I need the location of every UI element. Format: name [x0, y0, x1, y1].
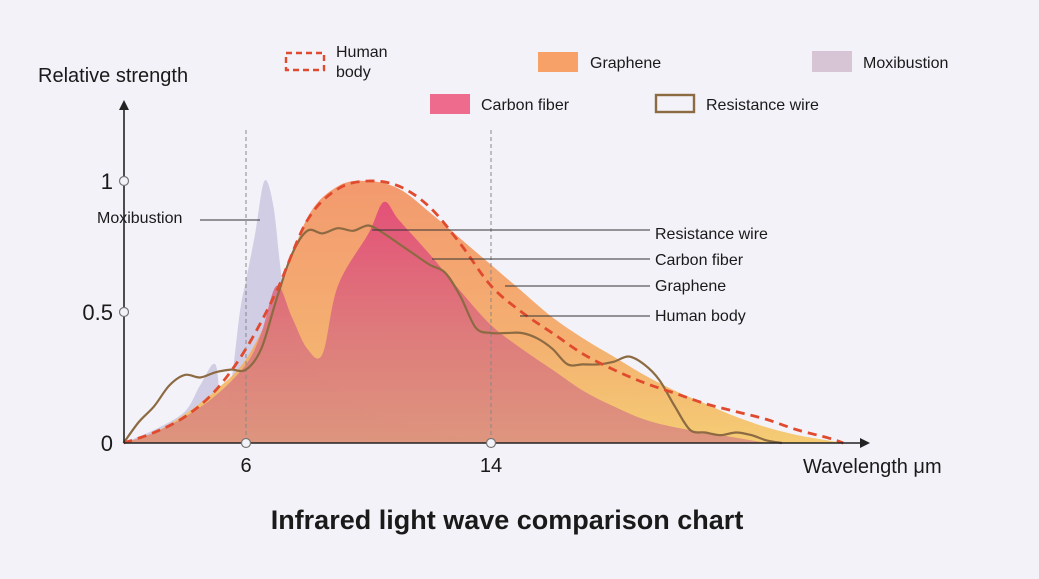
legend-resistance-wire-label: Resistance wire [706, 97, 819, 114]
series-human-body-line [123, 179, 844, 445]
chart-title: Infrared light wave comparison chart [271, 505, 744, 535]
legend-graphene-swatch [538, 52, 578, 72]
x-axis-arrow-icon [860, 438, 870, 448]
y-tick-label: 1 [101, 169, 113, 194]
x-tick-label: 6 [240, 455, 251, 477]
y-axis-arrow-icon [119, 100, 129, 110]
y-ticks: 00.51 [82, 169, 130, 456]
legend-carbon-fiber-label: Carbon fiber [481, 97, 570, 114]
annot-resistance-wire-label: Resistance wire [655, 226, 768, 243]
legend-moxibustion-swatch [812, 51, 852, 72]
legend-carbon-fiber-swatch [430, 94, 470, 114]
legend-moxibustion-label: Moxibustion [863, 55, 948, 72]
series-carbon-fiber-area [123, 201, 767, 443]
series-resistance-wire-line [122, 224, 783, 445]
legend: Human body Graphene Moxibustion Carbon f… [284, 44, 948, 114]
x-tick-marker [240, 437, 252, 449]
x-ticks: 6 14 [240, 437, 502, 477]
legend-human-body-label: Human body [336, 44, 392, 81]
annot-moxibustion-label: Moxibustion [97, 210, 182, 227]
y-tick-marker [118, 175, 130, 187]
annot-human-body-label: Human body [655, 308, 746, 325]
legend-human-body-swatch [284, 51, 326, 72]
legend-resistance-wire-swatch [654, 93, 696, 114]
y-tick-label: 0.5 [82, 300, 113, 325]
x-axis-title: Wavelength μm [803, 456, 942, 478]
line-series-group [122, 179, 844, 445]
annot-graphene-label: Graphene [655, 278, 726, 295]
y-tick-label: 0 [101, 431, 113, 456]
y-axis-title: Relative strength [38, 65, 188, 87]
y-tick-marker [118, 306, 130, 318]
annotations: Moxibustion Resistance wire Carbon fiber… [97, 210, 768, 325]
x-tick-marker [485, 437, 497, 449]
series-moxibustion-area [123, 180, 491, 444]
area-series-group [123, 180, 844, 444]
x-tick-label: 14 [480, 455, 502, 477]
annot-carbon-fiber-label: Carbon fiber [655, 252, 744, 269]
legend-graphene-label: Graphene [590, 55, 661, 72]
